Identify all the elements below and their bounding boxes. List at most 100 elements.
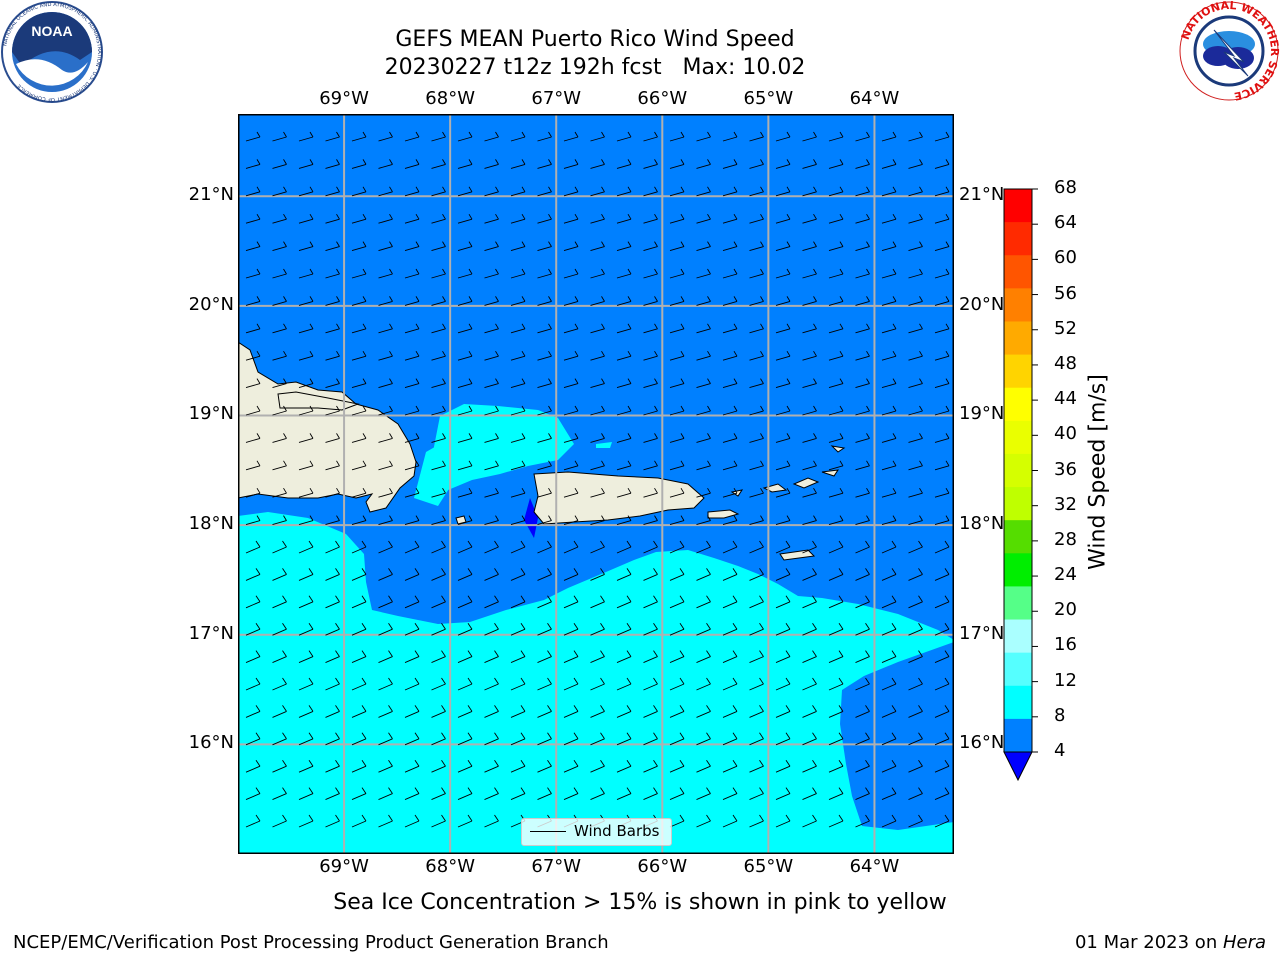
- wind-barb: [643, 405, 658, 416]
- wind-barb: [802, 622, 817, 636]
- wind-barb: [643, 186, 658, 197]
- colorbar-segment: [1004, 321, 1032, 356]
- wind-barb: [643, 131, 658, 142]
- wind-barb: [696, 241, 711, 252]
- wind-barb: [378, 650, 393, 664]
- wind-barb: [669, 350, 685, 361]
- wind-barb: [749, 622, 764, 636]
- wind-barb: [457, 487, 473, 498]
- footer-producer: NCEP/EMC/Verification Post Processing Pr…: [13, 932, 609, 953]
- wind-barb: [351, 568, 367, 581]
- wind-barb: [457, 650, 473, 664]
- wind-barb: [643, 540, 658, 554]
- wind-barb: [669, 677, 685, 691]
- wind-barb: [510, 433, 526, 443]
- wind-barb: [537, 405, 552, 416]
- wind-barb: [245, 323, 261, 334]
- wind-barb: [325, 296, 340, 306]
- wind-barb: [590, 323, 605, 334]
- wind-barb: [510, 378, 526, 389]
- wind-barb: [828, 487, 844, 498]
- wind-barb: [749, 787, 764, 801]
- lon-tick-label-bottom: 69°W: [319, 856, 369, 877]
- wind-barb: [563, 568, 579, 581]
- wind-barb: [643, 323, 658, 334]
- wind-barb: [775, 405, 791, 416]
- wind-barb: [749, 433, 764, 443]
- wind-barb: [404, 759, 420, 773]
- wind-barb: [298, 378, 314, 389]
- lat-tick-label-right: 21°N: [959, 184, 1005, 206]
- wind-barb: [325, 433, 340, 443]
- footer-date: 01 Mar 2023 on Hera: [1075, 932, 1266, 953]
- wind-barb: [457, 705, 473, 718]
- wind-barb: [669, 296, 685, 306]
- wind-barb: [590, 131, 605, 142]
- wind-barb: [855, 296, 870, 306]
- wind-barb: [537, 677, 552, 691]
- wind-barb: [351, 650, 367, 664]
- wind-barb: [616, 460, 632, 471]
- wind-barb: [431, 433, 446, 443]
- lat-tick-label-right: 17°N: [959, 622, 1005, 644]
- footer-date-text: 01 Mar 2023 on: [1074, 932, 1223, 953]
- wind-barb: [325, 131, 340, 142]
- wind-barb: [272, 677, 287, 691]
- wind-barb: [775, 622, 791, 636]
- colorbar-level-label: 36: [1054, 458, 1077, 480]
- wind-barb: [510, 650, 526, 664]
- wind-barb: [404, 787, 420, 801]
- wind-barb: [802, 650, 817, 664]
- wind-barb: [722, 131, 738, 142]
- wind-barb: [669, 787, 685, 801]
- wind-barb: [404, 268, 420, 279]
- wind-barb: [510, 268, 526, 279]
- wind-barb: [722, 296, 738, 306]
- wind-barb: [908, 595, 923, 609]
- wind-barb: [457, 787, 473, 801]
- wind-barb: [828, 433, 844, 443]
- wind-barbs-legend: Wind Barbs: [521, 818, 672, 846]
- wind-barb: [431, 186, 446, 197]
- wind-barb: [378, 515, 393, 526]
- wind-barb: [510, 323, 526, 334]
- wind-barb: [749, 487, 764, 498]
- wind-barb: [563, 595, 579, 609]
- wind-barb: [351, 759, 367, 773]
- wind-barb: [457, 241, 473, 252]
- wind-barb: [245, 460, 261, 471]
- wind-barb: [881, 732, 897, 746]
- wind-barb: [643, 213, 658, 224]
- wind-barb: [537, 540, 552, 554]
- wind-barb: [457, 131, 473, 142]
- wind-barb: [484, 515, 499, 526]
- wind-barb: [802, 405, 817, 416]
- wind-barb: [828, 677, 844, 691]
- wind-barb: [590, 759, 605, 773]
- wind-barb: [457, 759, 473, 773]
- map-gridlines: [238, 114, 954, 854]
- wind-barb: [669, 241, 685, 252]
- wind-barb: [457, 213, 473, 224]
- wind-barb: [484, 622, 499, 636]
- wind-barb: [351, 378, 367, 389]
- wind-barb: [643, 677, 658, 691]
- wind-barb: [325, 186, 340, 197]
- wind-barb: [669, 460, 685, 471]
- wind-barb: [378, 787, 393, 801]
- wind-barb: [616, 378, 632, 389]
- wind-barb: [245, 159, 261, 169]
- lon-tick-label-top: 67°W: [531, 88, 582, 109]
- footer-host: Hera: [1222, 932, 1266, 953]
- land-anegada: [830, 445, 846, 453]
- wind-barb: [934, 350, 950, 361]
- wind-barb: [563, 268, 579, 279]
- wind-barb: [298, 568, 314, 581]
- wind-barb: [616, 515, 632, 526]
- colorbar-segment: [1004, 387, 1032, 422]
- wind-barb: [272, 433, 287, 443]
- wind-barb: [378, 268, 393, 279]
- wind-barb: [245, 759, 261, 773]
- wind-barb: [696, 787, 711, 801]
- wind-barb: [431, 787, 446, 801]
